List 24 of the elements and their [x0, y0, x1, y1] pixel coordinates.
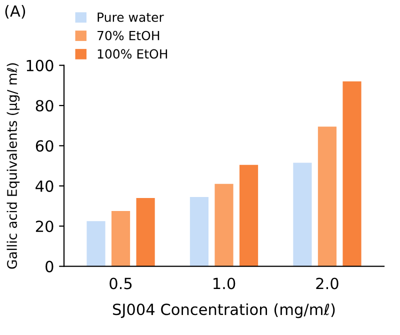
bar: [214, 184, 234, 266]
bar: [136, 198, 155, 266]
y-tick-label: 80: [36, 100, 54, 112]
x-tick-label: 1.0: [214, 278, 236, 290]
bar: [342, 81, 362, 266]
y-tick-label: 20: [36, 220, 54, 232]
bar: [111, 211, 130, 266]
legend-label: Pure water: [98, 12, 164, 22]
legend-label: 100% EtOH: [98, 49, 168, 59]
y-tick-label: 60: [36, 140, 54, 152]
legend-label: 70% EtOH: [98, 30, 160, 40]
bar: [318, 126, 337, 266]
y-tick-label: 100: [26, 60, 54, 72]
text: (A): [5, 5, 26, 19]
y-tick-label: 0: [46, 260, 54, 272]
x-tick-label: 0.5: [110, 278, 132, 290]
y-axis-title: Gallic acid Equivalents (μg/ mℓ): [6, 63, 20, 269]
x-tick-label: 2.0: [316, 278, 338, 290]
x-axis-title: SJ004 Concentration (mg/mℓ): [113, 303, 335, 318]
bar: [293, 162, 312, 266]
y-tick-label: 40: [36, 180, 54, 192]
bar: [190, 196, 209, 266]
bar: [86, 221, 106, 266]
bar: [239, 164, 258, 266]
